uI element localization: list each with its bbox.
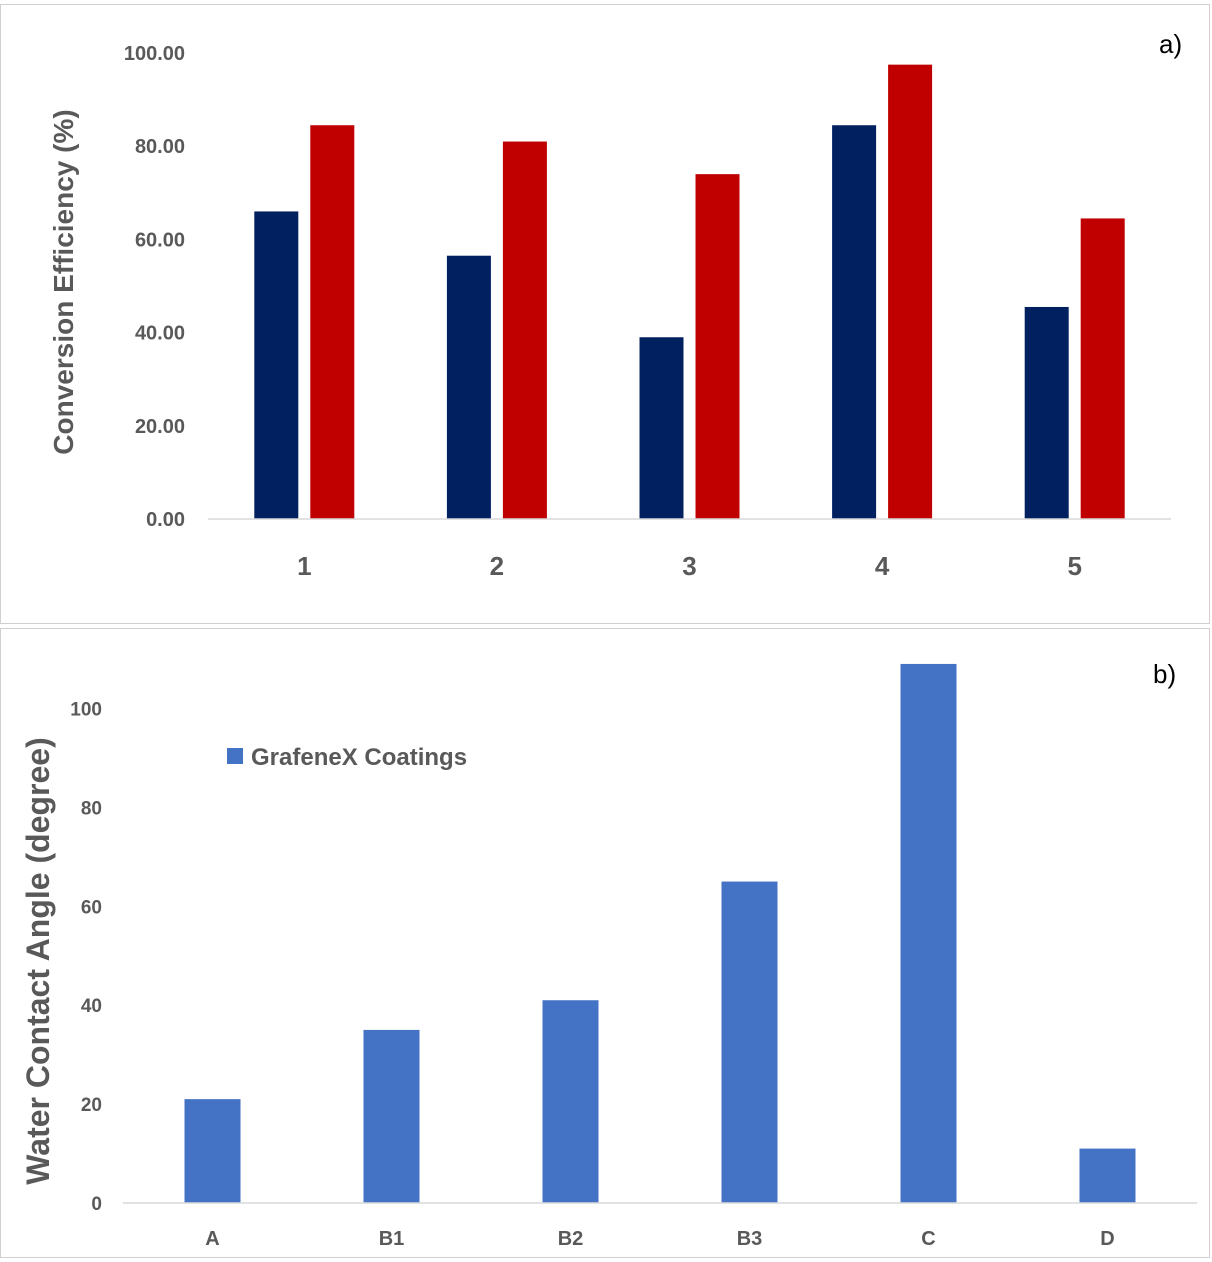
bar-C: [900, 663, 957, 1203]
x-tick-label: A: [205, 1228, 219, 1250]
water-contact-angle-chart: 0 20 40 60 80 100 A B1 B2 B3 C D Water Contact Ang…: [20, 659, 1197, 1250]
y-tick-label: 60.00: [135, 229, 185, 251]
y-tick-label: 60: [81, 897, 102, 918]
bar-series1-1: [254, 211, 299, 519]
bar-series1-3: [639, 337, 684, 519]
x-tick-label: B1: [379, 1228, 405, 1250]
y-tick-label: 0: [91, 1194, 102, 1215]
bar-A: [184, 1099, 241, 1203]
y-tick-label: 20.00: [135, 416, 185, 438]
y-tick-label: 0.00: [146, 509, 185, 531]
legend-label: GrafeneX Coatings: [251, 744, 467, 771]
legend: GrafeneX Coatings: [227, 744, 467, 771]
panel-label-b: b): [1153, 659, 1176, 689]
bar-B2: [542, 1000, 599, 1203]
x-tick-label: B3: [737, 1228, 763, 1250]
x-tick-label: 4: [875, 551, 890, 581]
chart-panel-b: 0 20 40 60 80 100 A B1 B2 B3 C D Water Contact Ang…: [0, 628, 1210, 1258]
y-tick-label: 40: [81, 996, 102, 1017]
conversion-efficiency-chart: 0.00 20.00 40.00 60.00 80.00 100.00 1 2 3 4 5 Con…: [48, 29, 1182, 581]
y-tick-label: 80: [81, 798, 102, 819]
y-axis-title: Conversion Efficiency (%): [48, 109, 79, 454]
bar-series1-4: [832, 125, 877, 519]
panel-label-a: a): [1159, 29, 1182, 59]
x-tick-label: D: [1100, 1228, 1114, 1250]
x-tick-label: B2: [558, 1228, 584, 1250]
bar-D: [1079, 1148, 1136, 1203]
y-tick-label: 100.00: [124, 43, 185, 65]
y-tick-label: 80.00: [135, 136, 185, 158]
y-tick-label: 100: [70, 699, 102, 720]
x-tick-label: C: [921, 1228, 935, 1250]
bar-series2-1: [310, 125, 355, 519]
bar-series2-4: [888, 64, 933, 520]
x-tick-label: 1: [297, 551, 311, 581]
x-tick-label: 3: [682, 551, 696, 581]
y-axis-title: Water Contact Angle (degree): [20, 737, 56, 1184]
bar-B1: [363, 1029, 420, 1203]
x-tick-label: 5: [1067, 551, 1081, 581]
x-tick-label: 2: [490, 551, 504, 581]
legend-swatch: [227, 748, 243, 764]
y-tick-label: 40.00: [135, 323, 185, 345]
bar-series2-5: [1080, 218, 1125, 519]
chart-panel-a: 0.00 20.00 40.00 60.00 80.00 100.00 1 2 3 4 5 Con…: [0, 4, 1210, 624]
bar-series2-3: [695, 174, 740, 519]
y-tick-label: 20: [81, 1095, 102, 1116]
bar-B3: [721, 881, 778, 1203]
bar-series1-5: [1024, 306, 1069, 519]
bar-series2-2: [502, 141, 547, 520]
bar-series1-2: [446, 255, 491, 519]
